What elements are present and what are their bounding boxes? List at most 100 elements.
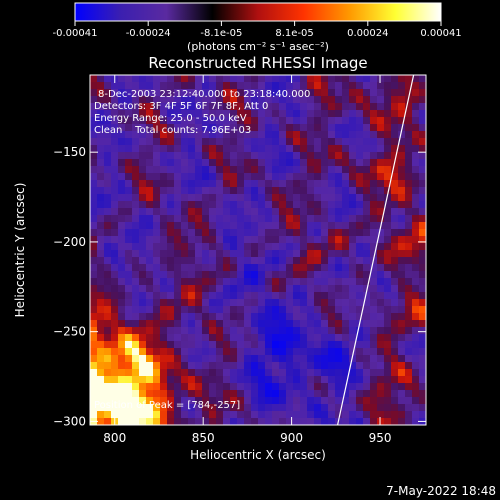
heatmap-cell xyxy=(153,103,161,111)
heatmap-cell xyxy=(153,124,161,132)
heatmap-cell xyxy=(97,159,105,167)
heatmap-cell xyxy=(230,299,238,307)
heatmap-cell xyxy=(125,152,133,160)
heatmap-cell xyxy=(412,404,420,412)
heatmap-cell xyxy=(363,236,371,244)
heatmap-cell xyxy=(216,82,224,90)
heatmap-cell xyxy=(405,75,413,83)
heatmap-cell xyxy=(356,236,364,244)
heatmap-cell xyxy=(363,411,371,419)
heatmap-cell xyxy=(90,138,98,146)
heatmap-cell xyxy=(251,159,259,167)
heatmap-cell xyxy=(111,292,119,300)
heatmap-cell xyxy=(314,159,322,167)
heatmap-cell xyxy=(237,418,245,425)
heatmap-cell xyxy=(188,411,196,419)
heatmap-cell xyxy=(209,138,217,146)
heatmap-cell xyxy=(181,376,189,384)
heatmap-cell xyxy=(328,208,336,216)
heatmap-cell xyxy=(384,285,392,293)
heatmap-cell xyxy=(293,187,301,195)
heatmap-cell xyxy=(391,285,399,293)
heatmap-cell xyxy=(167,285,175,293)
heatmap-cell xyxy=(216,404,224,412)
heatmap-cell xyxy=(286,264,294,272)
heatmap-cell xyxy=(300,208,308,216)
heatmap-cell xyxy=(251,411,259,419)
heatmap-cell xyxy=(97,250,105,258)
heatmap-cell xyxy=(377,103,385,111)
heatmap-cell xyxy=(111,257,119,265)
heatmap-cell xyxy=(265,390,273,398)
heatmap-cell xyxy=(293,362,301,370)
heatmap-cell xyxy=(293,348,301,356)
heatmap-cell xyxy=(349,201,357,209)
heatmap-cell xyxy=(300,243,308,251)
heatmap-cell xyxy=(125,271,133,279)
heatmap-cell xyxy=(202,257,210,265)
heatmap-cell xyxy=(412,145,420,153)
heatmap-cell xyxy=(153,152,161,160)
heatmap-cell xyxy=(286,418,294,425)
heatmap-cell xyxy=(321,285,329,293)
heatmap-cell xyxy=(132,278,140,286)
heatmap-cell xyxy=(174,82,182,90)
heatmap-cell xyxy=(104,201,112,209)
heatmap-cell xyxy=(258,362,266,370)
heatmap-cell xyxy=(195,222,203,230)
heatmap-cell xyxy=(321,110,329,118)
heatmap-cell xyxy=(293,124,301,132)
heatmap-cell xyxy=(237,327,245,335)
heatmap-cell xyxy=(398,257,406,265)
heatmap-cell xyxy=(258,264,266,272)
heatmap-cell xyxy=(139,292,147,300)
heatmap-cell xyxy=(286,376,294,384)
heatmap-cell xyxy=(342,194,350,202)
heatmap-cell xyxy=(307,187,315,195)
heatmap-cell xyxy=(335,278,343,286)
heatmap-cell xyxy=(188,138,196,146)
heatmap-cell xyxy=(391,103,399,111)
heatmap-cell xyxy=(132,117,140,125)
heatmap-cell xyxy=(363,292,371,300)
heatmap-cell xyxy=(293,89,301,97)
heatmap-cell xyxy=(377,152,385,160)
heatmap-cell xyxy=(125,124,133,132)
heatmap-cell xyxy=(419,110,426,118)
heatmap-cell xyxy=(419,89,426,97)
heatmap-cell xyxy=(244,152,252,160)
heatmap-cell xyxy=(300,131,308,139)
heatmap-cell xyxy=(419,257,426,265)
heatmap-cell xyxy=(279,75,287,83)
heatmap-cell xyxy=(258,89,266,97)
heatmap-cell xyxy=(293,306,301,314)
heatmap-cell xyxy=(279,243,287,251)
heatmap-cell xyxy=(279,89,287,97)
heatmap-cell xyxy=(90,173,98,181)
heatmap-cell xyxy=(160,369,168,377)
heatmap-cell xyxy=(139,166,147,174)
heatmap-cell xyxy=(195,411,203,419)
heatmap-cell xyxy=(419,243,426,251)
heatmap-cell xyxy=(195,201,203,209)
heatmap-cell xyxy=(328,89,336,97)
heatmap-cell xyxy=(370,404,378,412)
heatmap-cell xyxy=(174,138,182,146)
heatmap-cell xyxy=(104,124,112,132)
heatmap-cell xyxy=(160,397,168,405)
heatmap-cell xyxy=(328,292,336,300)
heatmap-cell xyxy=(188,362,196,370)
heatmap-cell xyxy=(321,320,329,328)
heatmap-cell xyxy=(349,236,357,244)
heatmap-cell xyxy=(370,124,378,132)
heatmap-cell xyxy=(265,75,273,83)
heatmap-cell xyxy=(279,390,287,398)
heatmap-cell xyxy=(321,313,329,321)
heatmap-cell xyxy=(356,292,364,300)
heatmap-cell xyxy=(307,376,315,384)
heatmap-cell xyxy=(419,355,426,363)
heatmap-cell xyxy=(146,397,154,405)
heatmap-cell xyxy=(391,369,399,377)
heatmap-cell xyxy=(251,299,259,307)
heatmap-cell xyxy=(174,285,182,293)
